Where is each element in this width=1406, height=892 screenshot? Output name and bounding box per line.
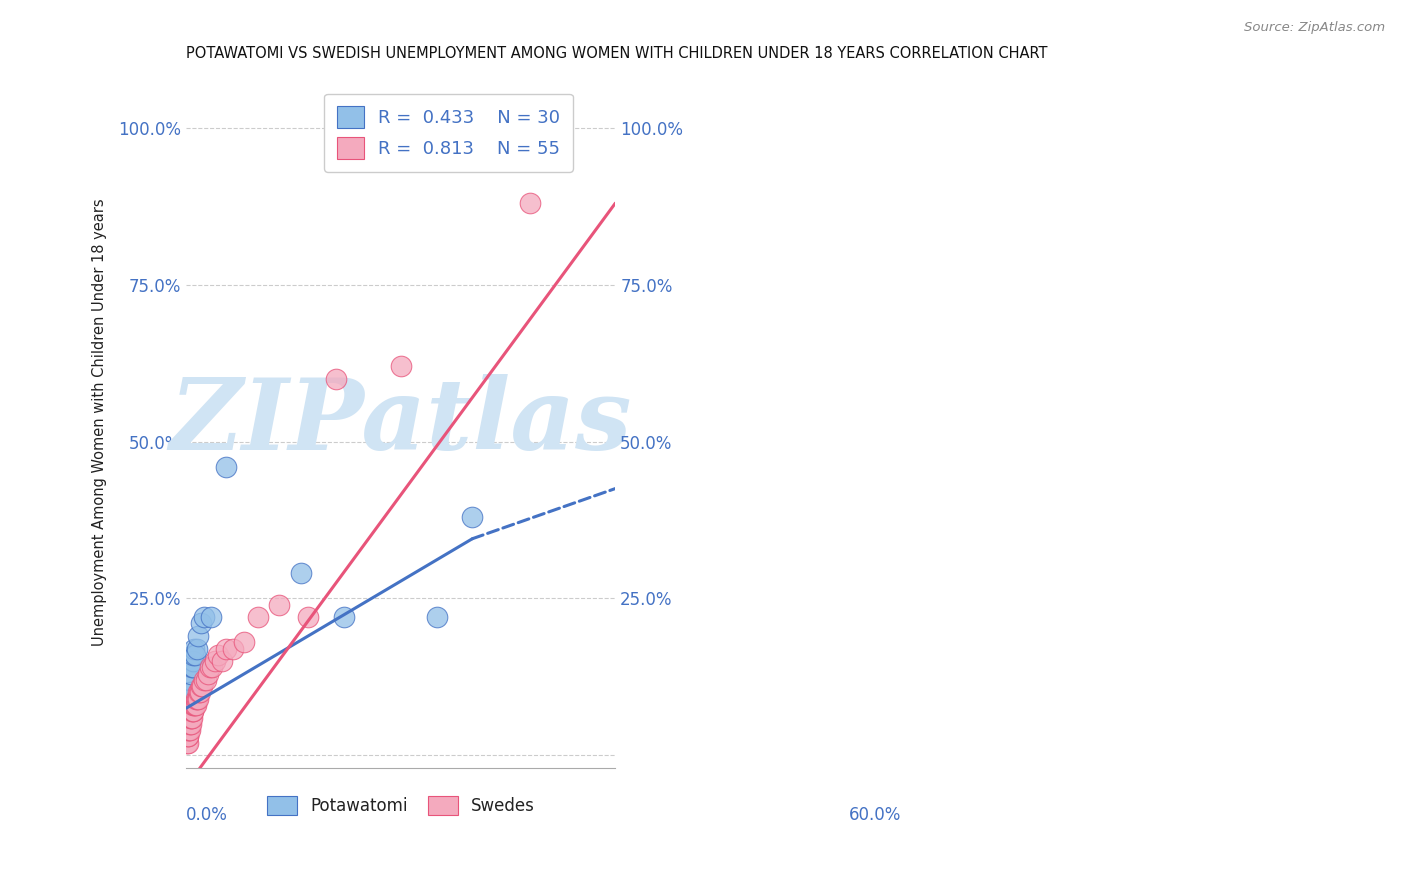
Point <box>200 610 222 624</box>
Point <box>180 710 202 724</box>
Point <box>232 635 254 649</box>
Point <box>177 723 200 737</box>
Point <box>177 716 200 731</box>
Point <box>519 196 541 211</box>
Point <box>297 610 319 624</box>
Point <box>183 698 205 712</box>
Text: 60.0%: 60.0% <box>849 805 901 823</box>
Point <box>179 710 201 724</box>
Point <box>183 641 205 656</box>
Point <box>193 610 215 624</box>
Point <box>177 723 200 737</box>
Point <box>191 679 214 693</box>
Point <box>177 691 200 706</box>
Point <box>183 704 205 718</box>
Point <box>426 610 449 624</box>
Point <box>269 598 291 612</box>
Point <box>177 729 200 743</box>
Point <box>179 716 201 731</box>
Point <box>179 716 201 731</box>
Point <box>180 660 202 674</box>
Point <box>180 704 202 718</box>
Point <box>187 629 209 643</box>
Point <box>181 704 204 718</box>
Point <box>180 685 202 699</box>
Point <box>184 648 207 662</box>
Point <box>187 691 209 706</box>
Point <box>290 566 312 581</box>
Point <box>187 685 209 699</box>
Point <box>475 114 498 128</box>
Point <box>176 736 198 750</box>
Point <box>190 616 212 631</box>
Point <box>204 654 226 668</box>
Point <box>195 673 218 687</box>
Point <box>179 723 201 737</box>
Point <box>181 660 204 674</box>
Point <box>207 648 229 662</box>
Point <box>183 648 205 662</box>
Point <box>176 723 198 737</box>
Point <box>176 716 198 731</box>
Point <box>188 685 211 699</box>
Point <box>181 654 204 668</box>
Point <box>180 666 202 681</box>
Point <box>197 666 219 681</box>
Point <box>246 610 269 624</box>
Point <box>198 660 221 674</box>
Text: ZIPatlas: ZIPatlas <box>170 375 633 471</box>
Point <box>193 673 215 687</box>
Point <box>186 641 208 656</box>
Point <box>179 691 201 706</box>
Point <box>177 716 200 731</box>
Point <box>186 691 208 706</box>
Point <box>183 660 205 674</box>
Legend: Potawatomi, Swedes: Potawatomi, Swedes <box>260 789 541 822</box>
Point <box>179 710 201 724</box>
Point <box>325 372 347 386</box>
Point <box>177 736 200 750</box>
Point <box>179 685 201 699</box>
Point <box>179 723 201 737</box>
Text: 0.0%: 0.0% <box>187 805 228 823</box>
Point <box>177 704 200 718</box>
Point <box>177 723 200 737</box>
Y-axis label: Unemployment Among Women with Children Under 18 years: Unemployment Among Women with Children U… <box>93 199 107 647</box>
Point <box>176 729 198 743</box>
Point <box>177 729 200 743</box>
Point <box>177 710 200 724</box>
Point <box>201 660 224 674</box>
Point <box>184 698 207 712</box>
Point <box>181 704 204 718</box>
Point <box>214 459 236 474</box>
Point <box>190 679 212 693</box>
Point <box>180 716 202 731</box>
Text: POTAWATOMI VS SWEDISH UNEMPLOYMENT AMONG WOMEN WITH CHILDREN UNDER 18 YEARS CORR: POTAWATOMI VS SWEDISH UNEMPLOYMENT AMONG… <box>187 46 1047 62</box>
Point <box>222 641 245 656</box>
Point <box>176 723 198 737</box>
Point <box>179 704 201 718</box>
Point <box>184 698 207 712</box>
Point <box>211 654 233 668</box>
Point <box>179 673 201 687</box>
Point <box>183 698 205 712</box>
Point <box>177 716 200 731</box>
Point <box>188 685 211 699</box>
Point <box>214 641 236 656</box>
Point <box>181 710 204 724</box>
Point <box>332 610 354 624</box>
Text: Source: ZipAtlas.com: Source: ZipAtlas.com <box>1244 21 1385 34</box>
Point <box>180 710 202 724</box>
Point <box>389 359 412 374</box>
Point <box>186 691 208 706</box>
Point <box>176 716 198 731</box>
Point <box>461 509 484 524</box>
